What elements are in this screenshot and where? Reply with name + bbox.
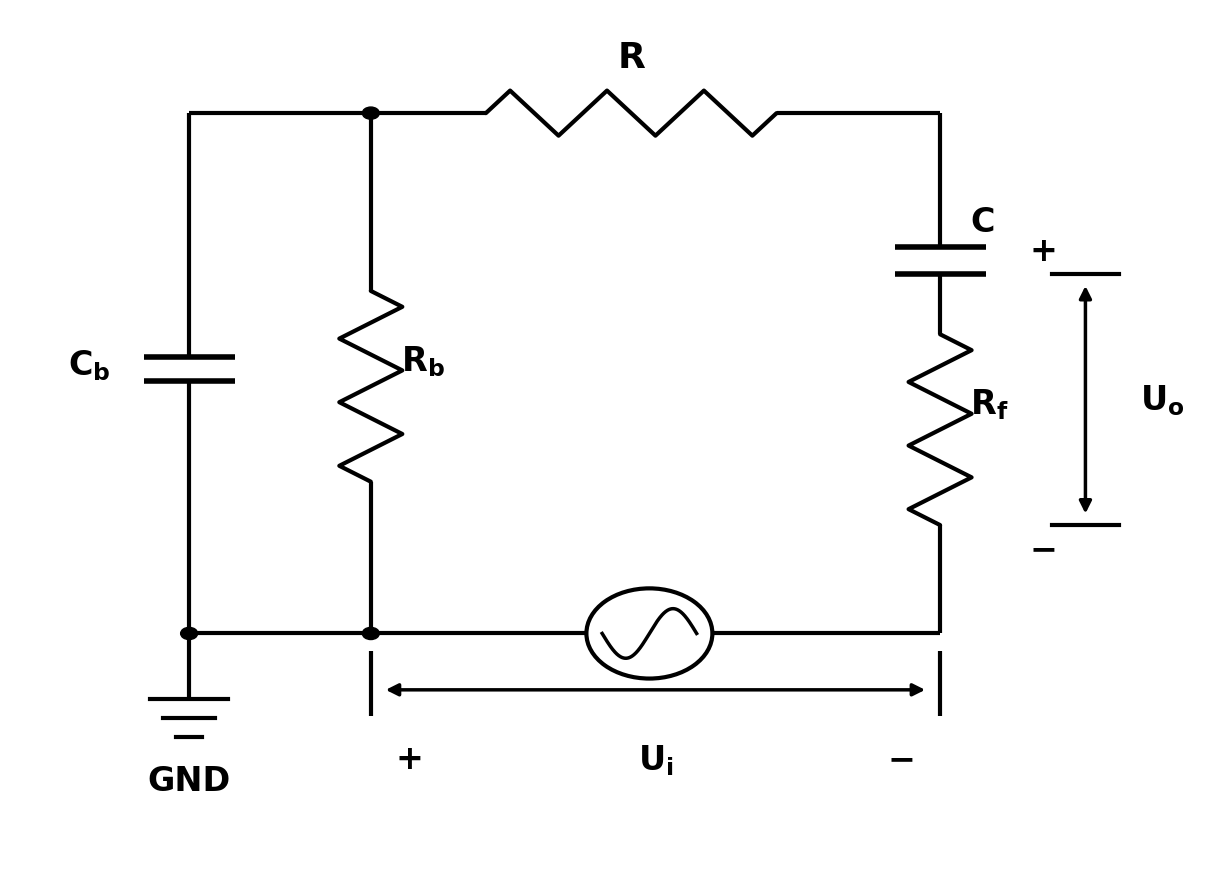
Text: +: + [395, 742, 422, 775]
Text: C: C [970, 206, 994, 239]
Text: $\mathregular{R_b}$: $\mathregular{R_b}$ [401, 343, 444, 378]
Text: −: − [887, 742, 915, 775]
Circle shape [181, 627, 198, 640]
Text: $\mathregular{R_f}$: $\mathregular{R_f}$ [970, 387, 1009, 421]
Text: −: − [1029, 533, 1057, 566]
Text: $\mathregular{U_i}$: $\mathregular{U_i}$ [637, 742, 674, 777]
Text: $\mathregular{U_o}$: $\mathregular{U_o}$ [1140, 383, 1185, 418]
Circle shape [362, 627, 379, 640]
Circle shape [362, 108, 379, 120]
Text: $\mathregular{C_b}$: $\mathregular{C_b}$ [68, 348, 110, 382]
Text: R: R [617, 41, 645, 75]
Text: GND: GND [148, 764, 231, 797]
Text: +: + [1029, 235, 1057, 269]
